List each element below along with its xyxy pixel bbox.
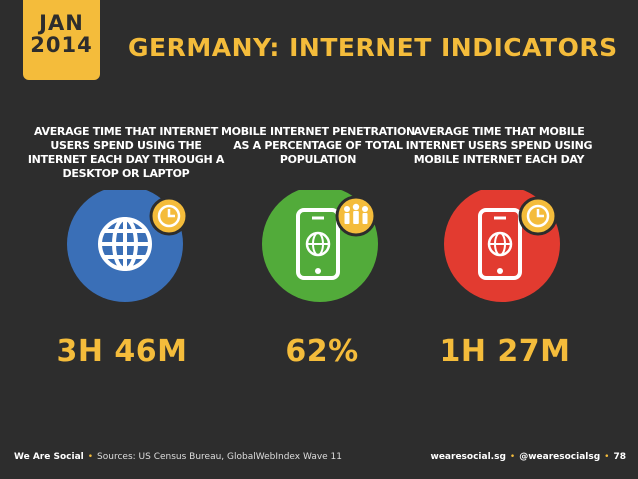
page-number: 78 [613,452,626,462]
footer-separator: • [509,452,516,462]
date-tab: JAN 2014 [23,0,100,80]
mobile-globe-icon [478,208,522,280]
page-title: GERMANY: INTERNET INDICATORS [128,33,618,62]
date-month: JAN [39,11,84,35]
indicator-value-desktop-time: 3H 46M [56,334,188,369]
footer-separator: • [604,452,610,462]
mobile-globe-icon [296,208,340,280]
indicator-icons [67,190,560,302]
footer-site: wearesocial.sg [430,452,506,462]
indicator-description-mobile-penetration: MOBILE INTERNET PENETRATION AS A PERCENT… [221,125,415,166]
date-year: 2014 [30,33,93,57]
indicator-value-mobile-time: 1H 27M [439,334,571,369]
mobile-penetration-graphic [262,190,378,302]
globe-icon [98,217,152,271]
footer-handle: @wearesocialsg [519,452,601,462]
footer-left: We Are Social • Sources: US Census Bureau,… [14,452,342,462]
indicator-value-mobile-penetration: 62% [285,334,359,369]
footer-right: wearesocial.sg • @wearesocialsg • 78 [431,452,626,462]
footer-separator: • [87,452,94,462]
indicator-description-mobile-time: AVERAGE TIME THAT MOBILE INTERNET USERS … [405,125,593,166]
desktop-globe-graphic [67,190,189,302]
indicator-description-desktop-time: AVERAGE TIME THAT INTERNET USERS SPEND U… [27,125,225,180]
mobile-time-graphic [444,190,560,302]
footer-sources: Sources: US Census Bureau, GlobalWebInde… [97,452,343,462]
footer-brand: We Are Social [14,452,84,462]
